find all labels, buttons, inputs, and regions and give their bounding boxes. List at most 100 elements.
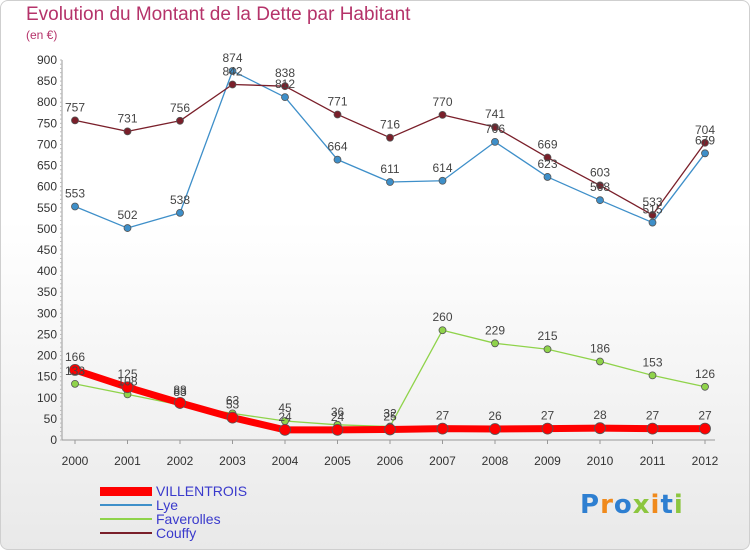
- data-point-faverolles: [491, 339, 499, 348]
- data-label-faverolles: 45: [278, 401, 292, 415]
- data-label-faverolles: 229: [485, 323, 505, 337]
- data-point-villentrois: [541, 422, 554, 435]
- x-tick-label: 2010: [587, 454, 614, 468]
- data-label-couffy: 669: [537, 138, 557, 152]
- data-point-faverolles: [438, 326, 447, 335]
- y-tick-label: 850: [37, 74, 57, 88]
- data-label-faverolles: 260: [432, 310, 452, 324]
- data-label-lye: 538: [170, 193, 190, 207]
- x-tick-label: 2009: [534, 454, 561, 468]
- data-point-villentrois: [226, 411, 239, 424]
- x-tick-label: 2006: [377, 454, 404, 468]
- data-point-faverolles: [543, 345, 552, 354]
- legend-label: VILLENTROIS: [156, 483, 248, 499]
- data-label-lye: 706: [485, 122, 505, 136]
- data-label-faverolles: 153: [642, 355, 662, 369]
- data-label-villentrois: 26: [488, 409, 502, 423]
- data-point-faverolles: [648, 371, 657, 380]
- legend-item-villentrois: VILLENTROIS: [100, 484, 247, 498]
- data-point-villentrois: [279, 423, 291, 436]
- chart-subtitle: (en €): [26, 28, 58, 42]
- data-point-lye: [71, 202, 79, 211]
- data-point-couffy: [71, 116, 79, 125]
- data-label-villentrois: 27: [541, 409, 555, 423]
- y-tick-label: 550: [37, 201, 57, 215]
- data-label-couffy: 771: [327, 94, 347, 108]
- data-label-couffy: 603: [590, 165, 610, 179]
- data-point-lye: [701, 149, 709, 158]
- logo-letter: P: [580, 490, 601, 520]
- x-tick-label: 2011: [640, 454, 666, 468]
- data-point-villentrois: [331, 423, 344, 436]
- logo-letter: i: [673, 490, 684, 520]
- x-tick-label: 2008: [482, 454, 509, 468]
- data-label-couffy: 704: [695, 123, 715, 137]
- data-point-villentrois: [699, 422, 711, 435]
- chart-title: Evolution du Montant de la Dette par Hab…: [26, 4, 411, 25]
- data-label-couffy: 757: [65, 100, 85, 114]
- data-point-couffy: [333, 110, 342, 119]
- legend-label: Faverolles: [156, 511, 221, 527]
- y-tick-label: 400: [37, 264, 57, 278]
- data-label-villentrois: 125: [117, 367, 137, 381]
- data-label-lye: 614: [432, 161, 452, 175]
- data-point-villentrois: [174, 396, 186, 409]
- data-label-villentrois: 25: [383, 409, 397, 423]
- y-tick-label: 500: [37, 222, 57, 236]
- logo-letter: o: [613, 490, 633, 520]
- proxiti-logo: Proxiti: [580, 490, 684, 520]
- data-label-villentrois: 24: [331, 410, 345, 424]
- data-label-faverolles: 133: [65, 364, 85, 378]
- data-point-lye: [228, 67, 237, 75]
- data-point-couffy: [386, 133, 394, 142]
- data-label-faverolles: 186: [590, 341, 610, 355]
- data-point-lye: [333, 155, 342, 164]
- data-label-villentrois: 28: [593, 408, 607, 422]
- data-label-villentrois: 166: [65, 350, 85, 364]
- data-label-lye: 611: [380, 162, 399, 176]
- x-tick-label: 2007: [429, 454, 456, 468]
- data-point-villentrois: [646, 422, 659, 435]
- x-tick-label: 2004: [272, 454, 299, 468]
- data-point-villentrois: [384, 423, 396, 436]
- data-point-couffy: [176, 116, 184, 125]
- legend: VILLENTROIS Lye Faverolles Couffy: [100, 484, 247, 540]
- data-label-villentrois: 24: [278, 410, 292, 424]
- data-label-villentrois: 27: [698, 409, 712, 423]
- x-tick-label: 2012: [692, 454, 719, 468]
- data-label-couffy: 842: [222, 64, 242, 78]
- data-label-couffy: 838: [275, 66, 295, 80]
- data-label-faverolles: 63: [226, 393, 240, 407]
- data-labels: 553 502 538 874 812 664 611 614 706 623 568 515 679 1…: [65, 51, 715, 424]
- data-label-faverolles: 215: [537, 329, 557, 343]
- legend-swatch: [100, 504, 152, 506]
- data-label-couffy: 756: [170, 101, 190, 115]
- data-label-villentrois: 27: [436, 409, 450, 423]
- data-point-couffy: [596, 181, 604, 190]
- line-chart: 0 50 100 150 200 250 300 350 400 450 500 550 600 650 7…: [37, 51, 719, 468]
- x-tick-label: 2003: [219, 454, 246, 468]
- data-label-couffy: 741: [485, 107, 505, 121]
- data-label-lye: 812: [275, 77, 295, 91]
- legend-label: Couffy: [156, 525, 197, 541]
- data-label-lye: 553: [65, 187, 85, 201]
- data-label-villentrois: 53: [226, 398, 240, 412]
- legend-swatch: [100, 532, 152, 534]
- data-label-couffy: 716: [380, 118, 400, 132]
- y-tick-label: 700: [37, 137, 57, 151]
- y-tick-label: 800: [37, 95, 57, 109]
- data-label-faverolles: 36: [331, 405, 345, 419]
- data-point-lye: [438, 176, 447, 185]
- y-tick-label: 100: [37, 391, 57, 405]
- x-tick-label: 2005: [324, 454, 351, 468]
- data-label-villentrois: 27: [646, 409, 660, 423]
- data-point-villentrois: [436, 422, 449, 435]
- y-tick-label: 650: [37, 159, 57, 173]
- data-label-faverolles: 32: [383, 406, 397, 420]
- data-point-lye: [176, 208, 184, 217]
- y-tick-label: 200: [37, 349, 57, 363]
- y-tick-label: 600: [37, 180, 57, 194]
- data-point-couffy: [701, 138, 709, 147]
- data-point-couffy: [648, 211, 657, 219]
